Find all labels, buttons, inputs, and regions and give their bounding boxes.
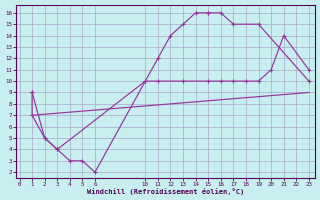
X-axis label: Windchill (Refroidissement éolien,°C): Windchill (Refroidissement éolien,°C) <box>87 188 244 195</box>
